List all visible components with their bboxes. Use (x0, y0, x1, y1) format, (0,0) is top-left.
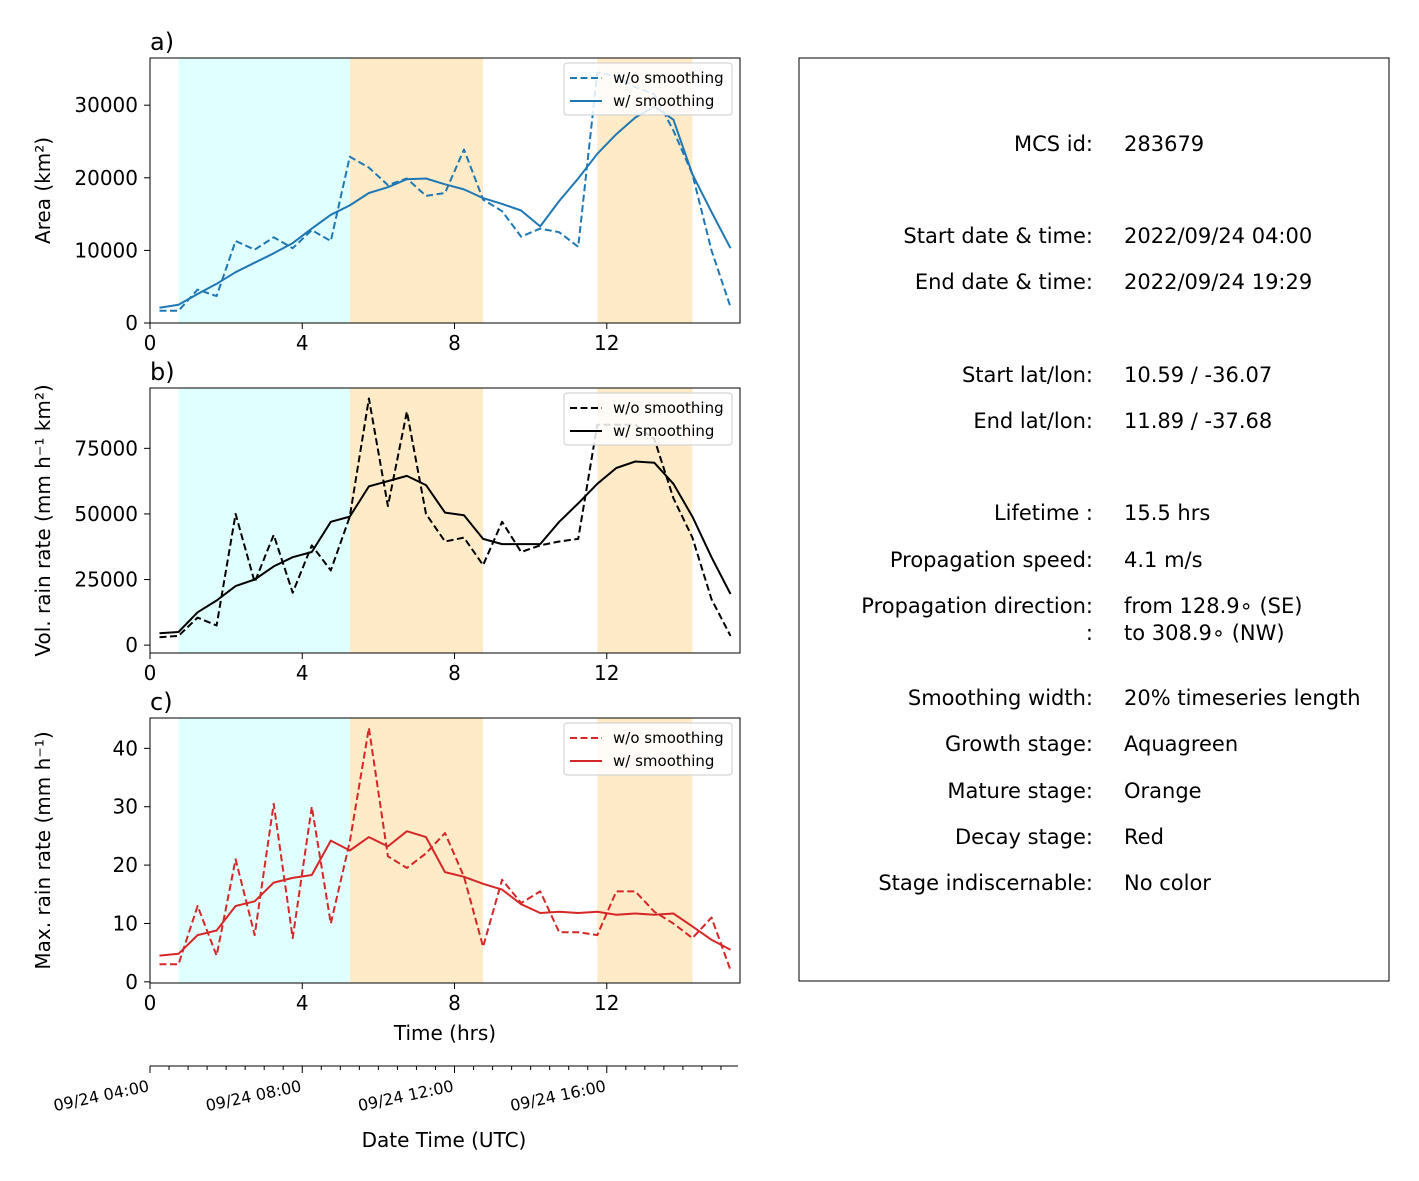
x-tick-label: 0 (144, 661, 157, 685)
y-tick-label: 20 (113, 853, 138, 877)
chart-panel-b: 0 4 8 12 0 25000 50000 75000 b) Vol. rain rate (m… (31, 358, 741, 685)
x-tick-label: 12 (594, 991, 619, 1015)
y-tick-label: 20000 (74, 166, 138, 190)
series-line-smoothed (159, 830, 731, 957)
x-tick-label: 4 (296, 991, 309, 1015)
info-value: 11.89 / -37.68 (1124, 409, 1272, 433)
panel-label: c) (150, 688, 173, 716)
y-tick-label: 40 (113, 736, 138, 760)
y-tick-label: 30 (113, 795, 138, 819)
date-tick-label: 09/24 08:00 (204, 1076, 303, 1115)
x-tick-label: 0 (144, 991, 157, 1015)
y-tick-label: 30000 (74, 93, 138, 117)
legend-label: w/o smoothing (613, 729, 724, 747)
x-tick-label: 12 (594, 661, 619, 685)
info-key: Decay stage: (955, 825, 1093, 849)
info-key: Propagation direction: (861, 594, 1093, 618)
y-tick-label: 0 (125, 970, 138, 994)
info-value: No color (1124, 871, 1211, 895)
legend-label: w/o smoothing (613, 399, 724, 417)
y-tick-label: 50000 (74, 502, 138, 526)
y-tick-label: 10 (113, 911, 138, 935)
y-axis-label: Vol. rain rate (mm h⁻¹ km²) (31, 384, 55, 656)
series-line-raw (159, 726, 732, 971)
info-value: 283679 (1124, 132, 1204, 156)
info-key: MCS id: (1014, 132, 1093, 156)
date-time-axis: 09/24 04:00 09/24 08:00 09/24 12:00 09/24 1… (52, 1065, 738, 1152)
legend-label: w/o smoothing (613, 69, 724, 87)
info-key: Smoothing width: (908, 686, 1093, 710)
y-tick-label: 0 (125, 633, 138, 657)
panel-label: b) (150, 358, 175, 386)
chart-panel-a: 0 4 8 12 0 10000 20000 30000 a) Area (km²) w/o smo… (31, 28, 741, 355)
info-value: Red (1124, 825, 1164, 849)
date-tick-label: 09/24 12:00 (356, 1076, 455, 1115)
x-tick-label: 8 (448, 331, 461, 355)
info-key: Growth stage: (945, 732, 1093, 756)
info-box-frame (798, 57, 1390, 982)
x-tick-label: 0 (144, 331, 157, 355)
series-line-smoothed (159, 105, 732, 309)
info-value: 2022/09/24 04:00 (1124, 224, 1312, 248)
info-key: Stage indiscernable: (878, 871, 1093, 895)
info-key: Propagation speed: (890, 548, 1093, 572)
series-line-smoothed (159, 460, 732, 635)
info-key: End lat/lon: (973, 409, 1093, 433)
x-tick-label: 4 (296, 331, 309, 355)
y-tick-label: 25000 (74, 568, 138, 592)
info-key: End date & time: (915, 270, 1093, 294)
mcs-info-panel: MCS id: 283679 Start date & time: 2022/09/2… (798, 57, 1390, 982)
y-tick-label: 10000 (74, 238, 138, 262)
legend-label: w/ smoothing (613, 422, 714, 440)
info-value: 10.59 / -36.07 (1124, 363, 1272, 387)
info-key: Start date & time: (903, 224, 1093, 248)
x-axis-label: Time (hrs) (393, 1021, 496, 1045)
info-value: 4.1 m/s (1124, 548, 1203, 572)
stage-band-mature (349, 388, 484, 653)
x-tick-label: 12 (594, 331, 619, 355)
info-value: Aquagreen (1124, 732, 1238, 756)
chart-panel-c: 0 4 8 12 0 10 20 30 40 c) Max. rain rate (mm h⁻¹) T… (31, 688, 741, 1045)
stage-band-mature (349, 58, 484, 323)
date-tick-label: 09/24 04:00 (52, 1076, 151, 1115)
y-axis-label: Area (km²) (31, 137, 55, 244)
legend-label: w/ smoothing (613, 92, 714, 110)
stage-band-growth (178, 58, 350, 323)
axes-frame (149, 717, 741, 984)
x-tick-label: 8 (448, 991, 461, 1015)
info-key: Mature stage: (947, 779, 1093, 803)
legend-label: w/ smoothing (613, 752, 714, 770)
date-tick-label: 09/24 16:00 (508, 1076, 607, 1115)
panel-label: a) (150, 28, 174, 56)
info-value: from 128.9∘ (SE) (1124, 594, 1302, 618)
info-value: 2022/09/24 19:29 (1124, 270, 1312, 294)
info-value: to 308.9∘ (NW) (1124, 621, 1285, 645)
y-tick-label: 75000 (74, 436, 138, 460)
x-tick-label: 4 (296, 661, 309, 685)
info-key: Lifetime : (994, 501, 1093, 525)
info-value: 20% timeseries length (1124, 686, 1361, 710)
info-key: Start lat/lon: (962, 363, 1093, 387)
legend-box (563, 392, 733, 446)
legend-box (563, 722, 733, 776)
legend-box (563, 62, 733, 116)
y-tick-label: 0 (125, 311, 138, 335)
stage-band-mature (349, 718, 484, 983)
axes-frame (149, 387, 741, 654)
axes-frame (149, 57, 741, 324)
info-value: Orange (1124, 779, 1202, 803)
stage-band-growth (178, 718, 350, 983)
info-value: 15.5 hrs (1124, 501, 1210, 525)
info-key: : (1086, 621, 1093, 645)
date-axis-label: Date Time (UTC) (362, 1128, 527, 1152)
stage-band-growth (178, 388, 350, 653)
y-axis-label: Max. rain rate (mm h⁻¹) (31, 731, 55, 969)
x-tick-label: 8 (448, 661, 461, 685)
